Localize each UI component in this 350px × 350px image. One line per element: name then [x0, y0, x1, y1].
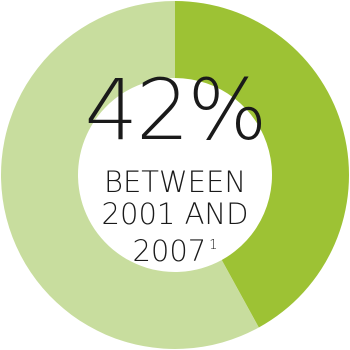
center-label-line-3: 2007 1	[0, 230, 350, 267]
footnote-marker: 1	[209, 238, 218, 253]
center-label-line-1: BETWEEN	[103, 165, 247, 199]
center-value: 42%	[84, 61, 268, 159]
slice-highlight	[175, 1, 350, 328]
slice-remainder	[1, 1, 259, 349]
center-label-line-2: 2001 AND	[101, 197, 249, 231]
center-label-year: 2007	[132, 234, 207, 268]
